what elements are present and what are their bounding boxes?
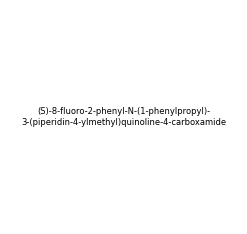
Text: (S)-8-fluoro-2-phenyl-N-(1-phenylpropyl)-
3-(piperidin-4-ylmethyl)quinoline-4-ca: (S)-8-fluoro-2-phenyl-N-(1-phenylpropyl)… [21,107,226,127]
